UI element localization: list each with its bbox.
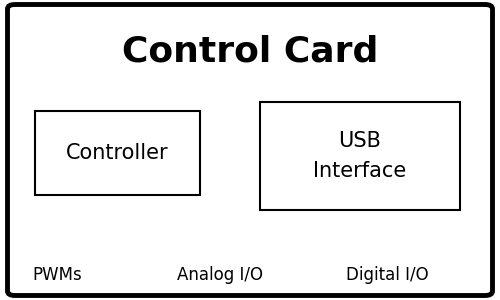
Text: Digital I/O: Digital I/O <box>346 266 429 284</box>
Text: Control Card: Control Card <box>122 34 378 68</box>
Bar <box>35 111 200 195</box>
Bar <box>260 102 460 210</box>
Text: USB
Interface: USB Interface <box>314 131 406 181</box>
FancyBboxPatch shape <box>8 4 492 296</box>
Text: Analog I/O: Analog I/O <box>177 266 263 284</box>
Text: Controller: Controller <box>66 143 169 163</box>
Text: PWMs: PWMs <box>32 266 82 284</box>
